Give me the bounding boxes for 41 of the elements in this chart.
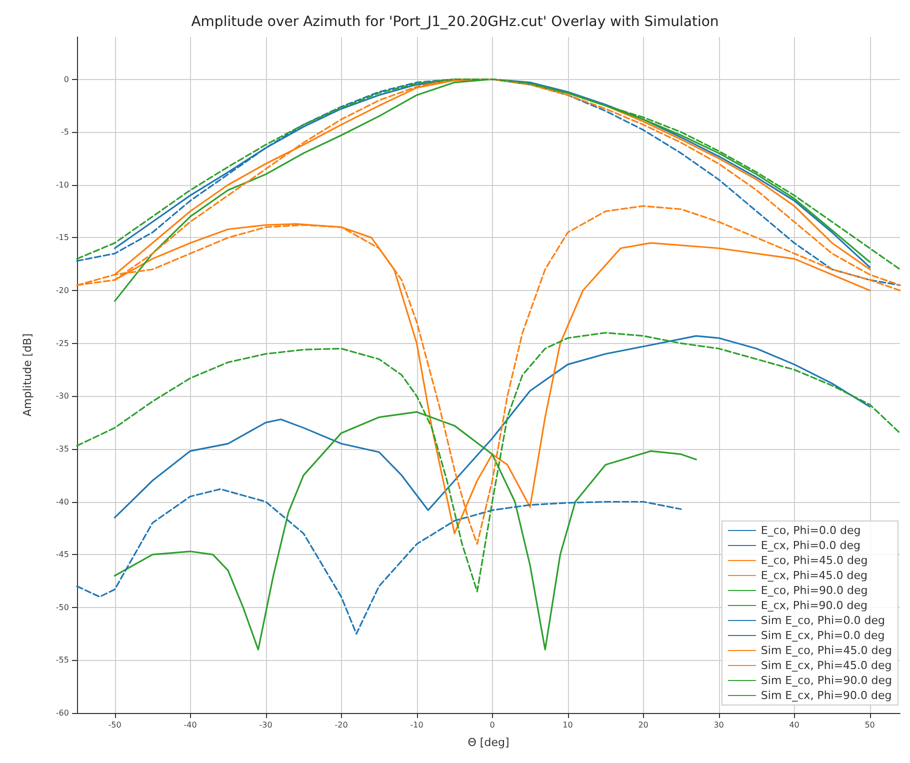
y-tick-label: -10	[56, 180, 69, 190]
x-tick-label: 20	[638, 720, 648, 730]
x-tick-label: -10	[410, 720, 424, 730]
legend-label: E_cx, Phi=90.0 deg	[760, 599, 868, 612]
x-tick-label: 40	[789, 720, 800, 730]
x-tick-label: -20	[334, 720, 348, 730]
legend-label: Sim E_cx, Phi=0.0 deg	[760, 629, 885, 642]
y-tick-label: -60	[56, 708, 69, 718]
y-tick-label: -5	[61, 128, 69, 137]
x-tick-label: -30	[259, 720, 272, 730]
legend-label: E_co, Phi=0.0 deg	[760, 524, 861, 537]
legend-label: Sim E_co, Phi=90.0 deg	[760, 674, 892, 687]
x-tick-label: 10	[562, 720, 573, 730]
y-tick-label: -30	[56, 392, 69, 401]
y-tick-label: -15	[56, 233, 69, 242]
x-axis-title: Θ [deg]	[468, 736, 510, 749]
x-tick-label: 30	[714, 720, 724, 730]
line-series	[114, 335, 871, 518]
legend-label: Sim E_cx, Phi=90.0 deg	[760, 689, 892, 702]
legend-label: E_co, Phi=90.0 deg	[760, 584, 868, 597]
legend-label: E_cx, Phi=0.0 deg	[760, 539, 861, 552]
line-series	[76, 488, 682, 635]
x-tick-label: -50	[108, 720, 122, 730]
legend-label: Sim E_co, Phi=45.0 deg	[760, 644, 892, 657]
y-tick-label: 0	[64, 74, 69, 84]
x-tick-label: -40	[184, 720, 197, 730]
y-tick-label: -40	[56, 497, 69, 506]
y-axis-title: Amplitude [dB]	[21, 334, 34, 416]
legend-label: Sim E_cx, Phi=45.0 deg	[760, 659, 892, 672]
legend-label: E_cx, Phi=45.0 deg	[760, 569, 868, 582]
legend-label: E_co, Phi=45.0 deg	[760, 554, 868, 567]
y-tick-label: -25	[56, 338, 69, 348]
y-tick-label: -20	[56, 286, 69, 295]
y-tick-label: -45	[56, 550, 69, 560]
chart-title: Amplitude over Azimuth for 'Port_J1_20.20GHz.cut' Overlay with Simulation	[191, 14, 719, 30]
y-tick-label: -50	[56, 602, 69, 612]
x-tick-label: 0	[490, 720, 495, 730]
y-tick-label: -55	[56, 656, 69, 665]
legend-label: Sim E_co, Phi=0.0 deg	[760, 614, 886, 627]
y-tick-label: -35	[56, 444, 69, 454]
x-tick-label: 50	[864, 720, 875, 730]
